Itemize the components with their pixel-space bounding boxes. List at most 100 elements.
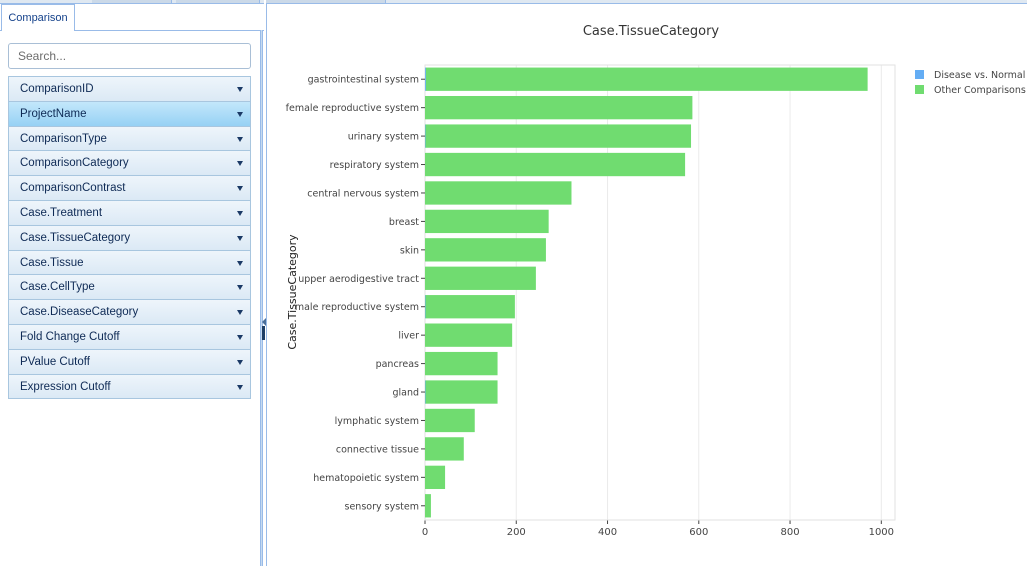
bar-other-comparisons[interactable] (425, 323, 513, 347)
chevron-down-icon[interactable] (237, 111, 243, 117)
chevron-down-icon[interactable] (237, 359, 243, 365)
field-label: Expression Cutoff (20, 380, 111, 393)
y-tick-label: hematopoietic system (313, 473, 419, 484)
tab-stub[interactable] (92, 0, 172, 3)
field-label: Case.Treatment (20, 206, 103, 219)
y-tick-label: sensory system (345, 501, 419, 512)
y-tick-label: skin (400, 245, 419, 256)
field-row[interactable]: Case.Tissue (9, 250, 250, 276)
bar-other-comparisons[interactable] (425, 209, 549, 234)
bar-other-comparisons[interactable] (425, 408, 475, 433)
bar-disease-vs-normal[interactable] (425, 295, 426, 319)
chevron-down-icon[interactable] (237, 136, 243, 142)
search-input[interactable] (8, 43, 251, 69)
y-tick-label: lymphatic system (335, 416, 419, 427)
field-row[interactable]: Expression Cutoff (9, 374, 250, 400)
chart-tab-strip (266, 0, 1027, 4)
chevron-down-icon[interactable] (237, 384, 243, 390)
y-tick-label: gland (392, 388, 419, 399)
bar-other-comparisons[interactable] (425, 494, 431, 518)
field-row[interactable]: ProjectName (9, 101, 250, 127)
field-row[interactable]: ComparisonCategory (9, 151, 250, 177)
chevron-down-icon[interactable] (237, 310, 243, 316)
y-tick-labels: gastrointestinal system female reproducti… (286, 75, 420, 513)
bar-other-comparisons[interactable] (425, 181, 572, 205)
y-tick-label: female reproductive system (286, 103, 419, 114)
field-list: ComparisonID ProjectName ComparisonType Com… (8, 76, 251, 400)
tissue-category-bar-chart: Case.TissueCategory gastrointestinal sys… (286, 24, 1026, 538)
panel-splitter[interactable] (260, 30, 263, 566)
splitter-grip[interactable] (262, 326, 265, 340)
field-row[interactable]: PValue Cutoff (9, 349, 250, 375)
bar-other-comparisons[interactable] (425, 67, 868, 91)
tab-stub[interactable] (266, 0, 386, 3)
field-row[interactable]: ComparisonID (9, 77, 250, 102)
x-tick-label: 0 (422, 527, 428, 538)
field-label: ProjectName (20, 107, 87, 120)
legend-label[interactable]: Disease vs. Normal (934, 70, 1025, 81)
x-tick-label: 600 (689, 527, 708, 538)
collapse-handle[interactable] (262, 318, 266, 342)
bar-other-comparisons[interactable] (425, 95, 693, 120)
x-tick-label: 200 (507, 527, 526, 538)
x-tick-label: 400 (598, 527, 617, 538)
tab-stub[interactable] (176, 0, 260, 3)
chart-legend[interactable]: Disease vs. Normal Other Comparisons (915, 70, 1026, 96)
x-tick-labels: 0 200 400 600 800 1000 (422, 527, 894, 538)
field-row[interactable]: ComparisonType (9, 126, 250, 152)
chevron-down-icon[interactable] (237, 210, 243, 216)
field-row[interactable]: Case.Treatment (9, 200, 250, 226)
field-row[interactable]: Fold Change Cutoff (9, 324, 250, 350)
bar-other-comparisons[interactable] (425, 124, 692, 148)
collapse-arrow-icon[interactable] (262, 318, 266, 326)
bar-other-comparisons[interactable] (425, 465, 446, 490)
field-row[interactable]: Case.TissueCategory (9, 225, 250, 251)
y-tick-label: upper aerodigestive tract (298, 274, 419, 285)
chevron-down-icon[interactable] (237, 334, 243, 340)
tab-divider (0, 30, 264, 31)
legend-swatch[interactable] (915, 85, 924, 94)
field-label: Case.TissueCategory (20, 231, 131, 244)
bar-disease-vs-normal[interactable] (425, 380, 426, 404)
y-tick-label: urinary system (348, 132, 419, 143)
field-label: ComparisonType (20, 132, 107, 145)
bar-disease-vs-normal[interactable] (425, 67, 426, 91)
top-tab-strip (0, 0, 264, 4)
bar-other-comparisons[interactable] (425, 380, 498, 404)
bar-other-comparisons[interactable] (425, 351, 498, 376)
field-label: PValue Cutoff (20, 355, 90, 368)
legend-swatch[interactable] (915, 70, 924, 79)
chart-panel-border (266, 4, 267, 566)
bar-other-comparisons[interactable] (425, 437, 464, 461)
x-tick-label: 1000 (869, 527, 894, 538)
chart-panel: Case.TissueCategory gastrointestinal sys… (266, 0, 1027, 566)
chevron-down-icon[interactable] (237, 260, 243, 266)
left-panel: Comparison ComparisonIDProjectNameCompar… (0, 0, 264, 566)
field-label: Case.CellType (20, 281, 95, 294)
chart-bars (425, 67, 868, 518)
bar-other-comparisons[interactable] (425, 266, 536, 290)
bar-disease-vs-normal[interactable] (425, 124, 426, 148)
y-tick-label: liver (398, 331, 419, 342)
y-tick-label: gastrointestinal system (308, 75, 419, 86)
chevron-down-icon[interactable] (237, 285, 243, 291)
y-tick-label: male reproductive system (295, 302, 419, 313)
bar-other-comparisons[interactable] (425, 295, 515, 319)
field-label: Case.Tissue (20, 256, 84, 269)
y-tick-label: pancreas (376, 359, 419, 370)
bar-other-comparisons[interactable] (425, 152, 686, 177)
field-label: Case.DiseaseCategory (20, 306, 139, 319)
chevron-down-icon[interactable] (237, 186, 243, 192)
tab-comparison[interactable]: Comparison (1, 4, 75, 31)
x-tick-label: 800 (781, 527, 800, 538)
chevron-down-icon[interactable] (237, 87, 243, 92)
field-label: ComparisonContrast (20, 182, 126, 195)
bar-other-comparisons[interactable] (425, 238, 546, 262)
field-row[interactable]: Case.DiseaseCategory (9, 300, 250, 325)
legend-label[interactable]: Other Comparisons (934, 85, 1026, 96)
chevron-down-icon[interactable] (237, 235, 243, 241)
chevron-down-icon[interactable] (237, 161, 243, 167)
field-row[interactable]: ComparisonContrast (9, 176, 250, 201)
field-row[interactable]: Case.CellType (9, 275, 250, 301)
